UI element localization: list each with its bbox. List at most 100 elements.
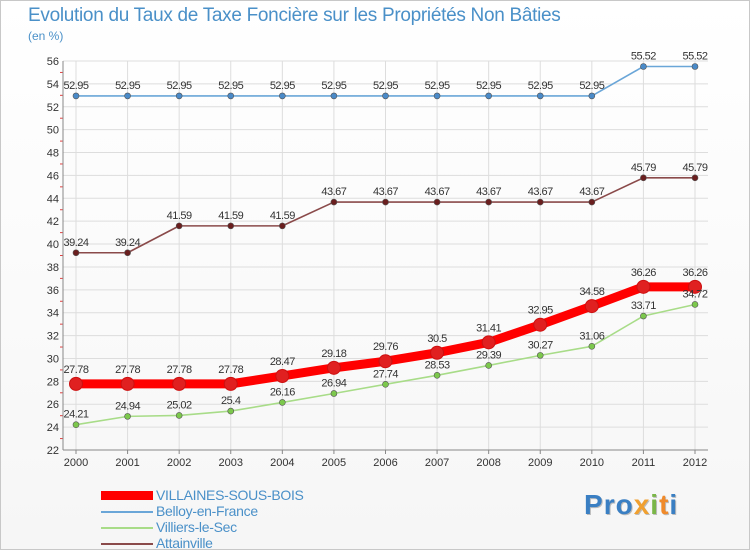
data-point	[279, 399, 286, 406]
data-label: 33.71	[631, 300, 656, 312]
legend-swatch	[101, 543, 153, 545]
x-tick-label: 2011	[632, 457, 656, 469]
data-label: 30.5	[427, 333, 447, 345]
data-point	[430, 345, 445, 360]
data-label: 43.67	[579, 186, 604, 198]
series-attainville	[72, 174, 699, 257]
data-label: 41.59	[167, 210, 192, 222]
data-point	[326, 360, 341, 375]
y-tick-label: 38	[47, 262, 59, 274]
x-tick-label: 2007	[425, 457, 449, 469]
data-label: 52.95	[270, 80, 295, 92]
series-villaines-sous-bois	[69, 279, 702, 391]
data-point	[378, 354, 393, 369]
y-tick-label: 44	[47, 193, 59, 205]
logo-letter: i	[650, 489, 660, 520]
data-point	[640, 63, 647, 70]
data-label: 55.52	[631, 50, 656, 62]
y-tick-label: 46	[47, 170, 59, 182]
y-tick-label: 26	[47, 399, 59, 411]
data-point	[120, 376, 135, 391]
y-tick-label: 40	[47, 239, 59, 251]
data-label: 39.24	[63, 237, 88, 249]
data-point	[172, 376, 187, 391]
logo-letter: i	[669, 489, 679, 520]
x-tick-label: 2001	[115, 457, 139, 469]
logo-letter: o	[615, 489, 634, 520]
data-label: 43.67	[425, 186, 450, 198]
logo-letter: r	[603, 489, 616, 520]
data-label: 52.95	[373, 80, 398, 92]
data-label: 31.41	[476, 322, 501, 334]
x-tick-label: 2004	[270, 457, 294, 469]
legend-swatch	[101, 527, 153, 529]
y-tick-label: 48	[47, 148, 59, 160]
data-point	[536, 198, 544, 206]
data-label: 52.95	[579, 80, 604, 92]
data-label: 52.95	[218, 80, 243, 92]
data-point	[382, 92, 389, 100]
data-label: 34.72	[682, 288, 707, 300]
y-tick-label: 22	[47, 445, 59, 457]
data-point	[330, 198, 338, 206]
data-label: 41.59	[270, 210, 295, 222]
data-label: 52.95	[167, 80, 192, 92]
data-label: 41.59	[218, 210, 243, 222]
data-point	[279, 222, 286, 230]
legend-label: Belloy-en-France	[156, 503, 258, 519]
data-label: 45.79	[631, 162, 656, 174]
data-label: 32.95	[528, 305, 553, 317]
data-point	[485, 198, 492, 206]
data-point	[691, 301, 699, 308]
data-point	[691, 63, 699, 70]
y-tick-label: 50	[47, 125, 59, 137]
data-point	[72, 92, 80, 100]
data-label: 43.67	[321, 186, 346, 198]
data-point	[691, 174, 699, 182]
data-label: 36.26	[631, 267, 656, 279]
logo-letter: t	[659, 489, 670, 520]
legend-label: Villiers-le-Sec	[156, 519, 237, 535]
x-tick-label: 2010	[580, 457, 604, 469]
y-tick-label: 30	[47, 353, 59, 365]
data-label: 24.94	[115, 400, 140, 412]
data-labels: 52.95 52.95 52.95 52.95 52.95 52.95 52.95 52.95…	[63, 50, 708, 420]
data-label: 31.06	[579, 330, 604, 342]
data-point	[433, 92, 441, 100]
logo-letter: x	[633, 489, 651, 520]
legend-label: Attainville	[156, 535, 213, 551]
series-villiers-le-sec	[72, 301, 699, 429]
data-label: 27.78	[167, 364, 192, 376]
y-tick-label: 28	[47, 376, 59, 388]
x-tick-label: 2012	[683, 457, 707, 469]
logo-letter: P	[584, 489, 604, 520]
series-layer	[69, 63, 702, 429]
data-point	[485, 92, 492, 100]
data-point	[636, 279, 651, 294]
data-point	[330, 390, 338, 397]
data-point	[124, 249, 131, 257]
data-label: 27.78	[218, 364, 243, 376]
data-label: 34.58	[579, 286, 604, 298]
data-point	[584, 299, 599, 314]
data-point	[124, 413, 131, 420]
data-point	[223, 376, 238, 391]
data-point	[688, 279, 702, 294]
data-point	[382, 198, 389, 206]
y-tick-label: 24	[47, 422, 59, 434]
data-label: 52.95	[476, 80, 501, 92]
data-point	[227, 407, 235, 415]
data-label: 29.76	[373, 341, 398, 353]
x-tick-label: 2006	[373, 457, 397, 469]
y-tick-label: 34	[47, 308, 59, 320]
x-tick-label: 2005	[322, 457, 346, 469]
data-point	[72, 421, 80, 429]
data-label: 28.53	[425, 359, 450, 371]
data-point	[536, 92, 544, 100]
data-label: 26.16	[270, 386, 295, 398]
data-label: 29.39	[476, 349, 501, 361]
data-point	[433, 371, 441, 379]
data-point	[330, 92, 338, 100]
data-point	[533, 317, 548, 332]
